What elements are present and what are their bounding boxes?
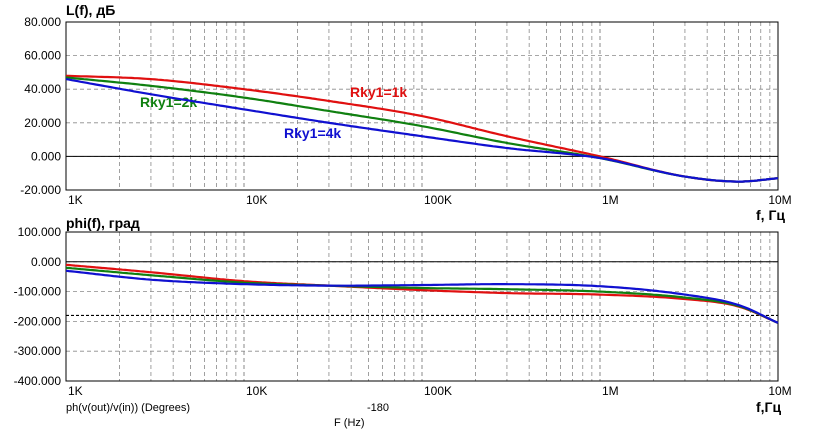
phase-x-tick-label: 10M — [768, 384, 791, 398]
reference-label: -180 — [367, 402, 389, 414]
phase-y-tick-label: 0.000 — [31, 255, 61, 269]
phase-y-tick-label: -100.000 — [14, 285, 62, 299]
mag-legend-rky1-4k: Rky1=4k — [284, 125, 341, 141]
mag-x-tick-label: 10M — [768, 193, 791, 207]
phase-x-tick-label: 1K — [68, 384, 83, 398]
phase-y-tick-label: -300.000 — [14, 344, 62, 358]
trace-label: ph(v(out)/v(in)) (Degrees) — [66, 402, 190, 414]
x-axis-caption: F (Hz) — [334, 417, 365, 429]
bottom-title: phi(f), град — [66, 215, 140, 231]
mag-legend-rky1-1k: Rky1=1k — [350, 84, 407, 100]
phase-plot-frame — [65, 231, 779, 382]
phase-series-rky1-1k — [65, 263, 779, 324]
mag-x-tick-label: 10K — [246, 193, 267, 207]
mag-x-tick-label: 1M — [602, 193, 619, 207]
bottom-xlabel: f,Гц — [756, 399, 781, 415]
top-xlabel: f, Гц — [756, 207, 785, 223]
mag-y-tick-label: 40.000 — [24, 82, 61, 96]
mag-y-tick-label: 20.000 — [24, 116, 61, 130]
mag-y-tick-label: 60.000 — [24, 49, 61, 63]
phase-y-tick-label: -200.000 — [14, 314, 62, 328]
mag-series-rky1-4k — [65, 78, 779, 183]
mag-x-tick-label: 100K — [424, 193, 452, 207]
mag-y-tick-label: 80.000 — [24, 15, 61, 29]
phase-series-rky1-2k — [65, 266, 779, 324]
phase-x-tick-label: 100K — [424, 384, 452, 398]
mag-legend-rky1-2k: Rky1=2k — [140, 94, 197, 110]
phase-series-rky1-4k — [65, 269, 779, 324]
top-title: L(f), дБ — [66, 2, 115, 18]
phase-x-tick-label: 10K — [246, 384, 267, 398]
phase-x-tick-label: 1M — [602, 384, 619, 398]
mag-x-tick-label: 1K — [68, 193, 83, 207]
mag-plot-frame — [65, 21, 779, 191]
phase-y-tick-label: -400.000 — [14, 374, 62, 388]
mag-y-tick-label: -20.000 — [20, 183, 61, 197]
phase-y-tick-label: 100.000 — [18, 225, 62, 239]
mag-y-tick-label: 0.000 — [31, 149, 61, 163]
